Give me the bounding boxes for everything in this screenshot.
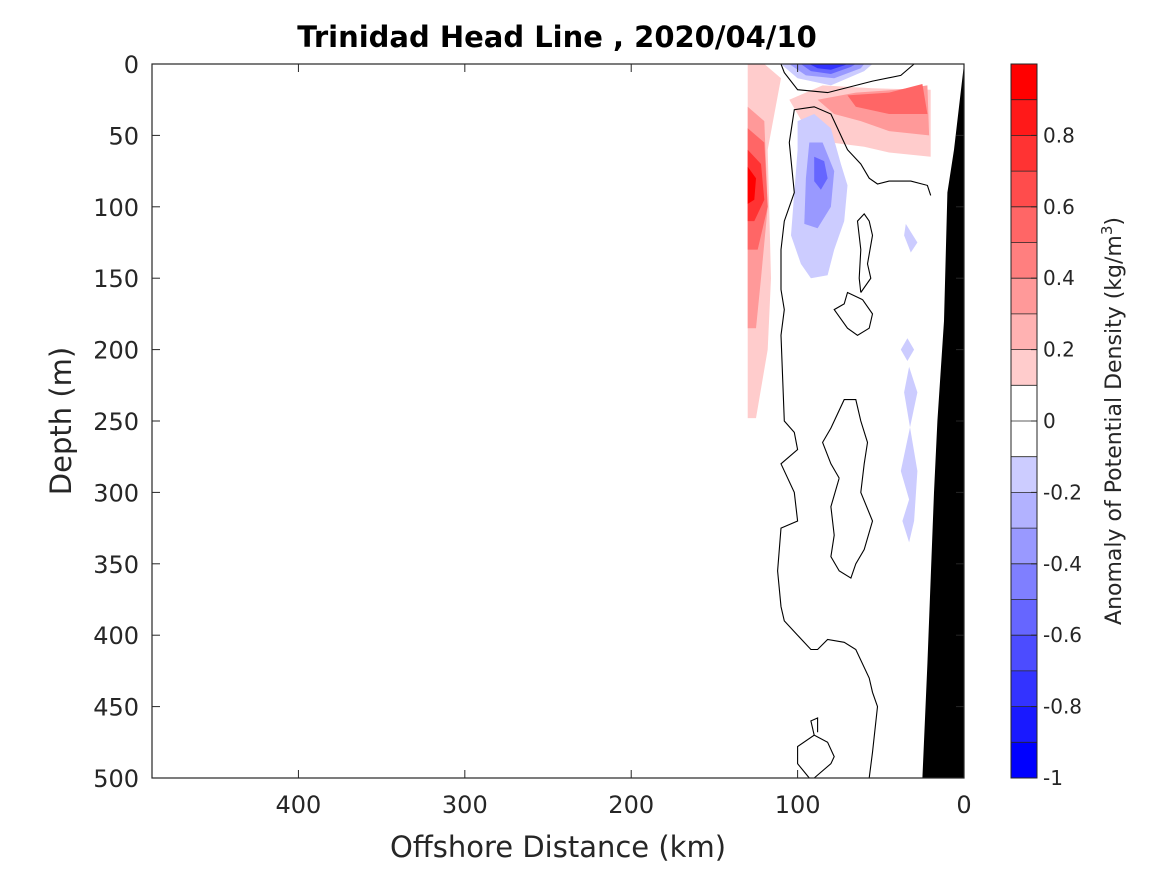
colorbar-swatch-5 [1011,563,1037,600]
y-tick-label-250: 250 [93,408,139,436]
positive-anomaly-region-7 [847,84,928,114]
y-tick-label-400: 400 [93,622,139,650]
plot-area [151,63,965,779]
colorbar-swatch-16 [1011,171,1037,208]
zero-contour-line-1 [777,106,932,779]
negative-anomaly-region-15 [904,223,918,253]
colorbar-swatch-11 [1011,349,1037,386]
colorbar-swatch-7 [1011,492,1037,529]
zero-contour-line-3 [856,213,874,293]
y-tick-label-500: 500 [93,765,139,793]
x-axis-ticks: 400 300 200 100 0 [276,64,972,819]
positive-anomaly-region-4 [747,166,756,204]
y-tick-label-0: 0 [124,51,139,79]
colorbar-tick-label-0: 0.8 [1043,123,1075,147]
colorbar-swatches [1011,64,1037,779]
colorbar-tick-label-1: 0.6 [1043,195,1075,219]
colorbar-swatch-9 [1011,421,1037,457]
colorbar-swatch-17 [1011,135,1037,172]
colorbar-label-superscript: 3 [1098,226,1116,236]
colorbar-tick-label-6: -0.4 [1043,552,1082,576]
colorbar-tick-label-4: 0 [1043,409,1056,433]
y-axis-ticks: 0 50 100 150 200 250 300 350 400 450 500 [93,51,964,793]
zero-contour-lines [747,63,932,779]
colorbar-swatch-0 [1011,742,1037,779]
positive-anomaly-region-3 [747,149,765,222]
colorbar-tick-label-7: -0.6 [1043,623,1082,647]
colorbar-tick-label-2: 0.4 [1043,266,1075,290]
negative-anomaly-region-16 [900,338,915,361]
colorbar: 0.8 0.6 0.4 0.2 0 -0.2 -0.4 -0.6 -0.8 -1 Anomaly … [1010,63,1127,790]
colorbar-label-close: ) [1102,217,1127,226]
colorbar-swatch-8 [1011,456,1037,493]
colorbar-swatch-1 [1011,706,1037,743]
y-tick-label-150: 150 [93,265,139,293]
x-tick-label-100: 100 [775,791,821,819]
colorbar-label-text: Anomaly of Potential Density (kg/m [1102,235,1127,625]
density-fill-regions [747,64,931,543]
y-axis-label: Depth (m) [44,347,78,495]
colorbar-tick-label-9: -1 [1043,766,1063,790]
negative-anomaly-region-14 [814,156,828,190]
colorbar-swatch-10 [1011,385,1037,422]
colorbar-swatch-19 [1011,64,1037,100]
chart-title: Trinidad Head Line , 2020/04/10 [297,20,817,54]
y-tick-label-200: 200 [93,337,139,365]
x-tick-label-200: 200 [608,791,654,819]
colorbar-swatch-4 [1011,599,1037,636]
negative-anomaly-region-11 [809,64,848,70]
colorbar-swatch-13 [1011,278,1037,315]
y-tick-label-350: 350 [93,551,139,579]
x-tick-label-300: 300 [442,791,488,819]
colorbar-swatch-15 [1011,206,1037,243]
bathymetry-layer [922,64,964,778]
colorbar-swatch-18 [1011,99,1037,136]
colorbar-swatch-12 [1011,313,1037,350]
colorbar-swatch-6 [1011,528,1037,565]
y-tick-label-100: 100 [93,194,139,222]
x-tick-label-0: 0 [956,791,971,819]
colorbar-tick-label-5: -0.2 [1043,480,1082,504]
colorbar-label: Anomaly of Potential Density (kg/m3) [1098,217,1127,625]
y-tick-label-450: 450 [93,694,139,722]
colorbar-swatch-14 [1011,242,1037,279]
x-axis-label: Offshore Distance (km) [390,830,726,864]
negative-anomaly-region-17 [900,366,918,543]
bathymetry-shelf [922,64,964,778]
zero-contour-line-5 [797,734,835,779]
colorbar-swatch-2 [1011,670,1037,707]
y-tick-label-50: 50 [108,122,139,150]
y-tick-label-300: 300 [93,479,139,507]
zero-contour-line-4 [821,399,874,579]
colorbar-tick-label-3: 0.2 [1043,338,1075,362]
colorbar-swatch-3 [1011,635,1037,672]
colorbar-tick-label-8: -0.8 [1043,695,1082,719]
zero-contour-line-6 [810,717,819,736]
colorbar-ticks: 0.8 0.6 0.4 0.2 0 -0.2 -0.4 -0.6 -0.8 -1 [1031,123,1082,790]
x-tick-label-400: 400 [276,791,322,819]
zero-contour-line-2 [833,291,874,336]
zero-contour-line-0 [747,63,915,94]
